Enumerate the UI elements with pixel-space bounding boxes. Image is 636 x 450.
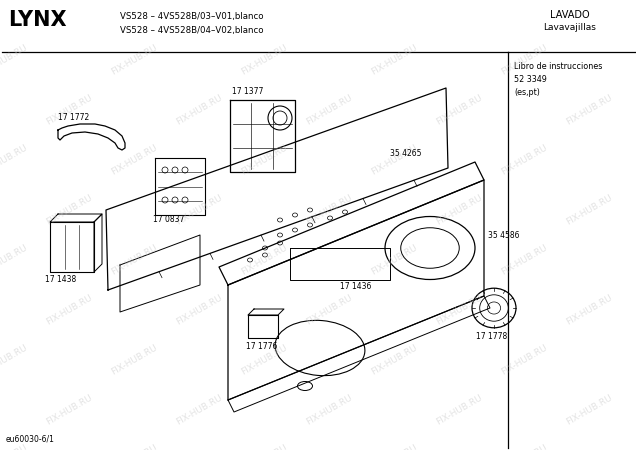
- Text: FIX-HUB.RU: FIX-HUB.RU: [110, 143, 159, 177]
- Text: FIX-HUB.RU: FIX-HUB.RU: [175, 93, 225, 127]
- Text: FIX-HUB.RU: FIX-HUB.RU: [370, 43, 419, 77]
- Text: FIX-HUB.RU: FIX-HUB.RU: [435, 393, 484, 427]
- Text: LAVADO: LAVADO: [550, 10, 590, 20]
- Text: FIX-HUB.RU: FIX-HUB.RU: [110, 343, 159, 377]
- Text: FIX-HUB.RU: FIX-HUB.RU: [565, 193, 614, 227]
- Text: FIX-HUB.RU: FIX-HUB.RU: [240, 243, 289, 277]
- Text: 17 1436: 17 1436: [340, 282, 371, 291]
- Text: FIX-HUB.RU: FIX-HUB.RU: [370, 343, 419, 377]
- Text: 17 0837: 17 0837: [153, 215, 184, 224]
- Text: FIX-HUB.RU: FIX-HUB.RU: [305, 193, 354, 227]
- Text: FIX-HUB.RU: FIX-HUB.RU: [500, 43, 550, 77]
- Text: 17 1778: 17 1778: [476, 332, 508, 341]
- Text: 35 4265: 35 4265: [390, 149, 422, 158]
- Text: FIX-HUB.RU: FIX-HUB.RU: [500, 343, 550, 377]
- Text: FIX-HUB.RU: FIX-HUB.RU: [0, 443, 29, 450]
- Text: FIX-HUB.RU: FIX-HUB.RU: [565, 393, 614, 427]
- Text: FIX-HUB.RU: FIX-HUB.RU: [305, 93, 354, 127]
- Text: FIX-HUB.RU: FIX-HUB.RU: [45, 193, 94, 227]
- Text: FIX-HUB.RU: FIX-HUB.RU: [500, 443, 550, 450]
- Text: FIX-HUB.RU: FIX-HUB.RU: [240, 343, 289, 377]
- Text: FIX-HUB.RU: FIX-HUB.RU: [305, 293, 354, 327]
- Text: 17 1438: 17 1438: [45, 275, 76, 284]
- Text: FIX-HUB.RU: FIX-HUB.RU: [240, 143, 289, 177]
- Text: FIX-HUB.RU: FIX-HUB.RU: [110, 243, 159, 277]
- Text: FIX-HUB.RU: FIX-HUB.RU: [0, 343, 29, 377]
- Text: VS528 – 4VS528B/03–V01,blanco: VS528 – 4VS528B/03–V01,blanco: [120, 12, 263, 21]
- Text: 35 4586: 35 4586: [488, 230, 520, 239]
- Text: FIX-HUB.RU: FIX-HUB.RU: [0, 243, 29, 277]
- Text: FIX-HUB.RU: FIX-HUB.RU: [240, 443, 289, 450]
- Text: Lavavajillas: Lavavajillas: [544, 23, 597, 32]
- Text: 17 1377: 17 1377: [232, 87, 263, 96]
- Text: FIX-HUB.RU: FIX-HUB.RU: [175, 393, 225, 427]
- Text: FIX-HUB.RU: FIX-HUB.RU: [45, 93, 94, 127]
- Text: FIX-HUB.RU: FIX-HUB.RU: [110, 43, 159, 77]
- Text: FIX-HUB.RU: FIX-HUB.RU: [500, 243, 550, 277]
- Text: 17 1776: 17 1776: [246, 342, 277, 351]
- Text: FIX-HUB.RU: FIX-HUB.RU: [45, 393, 94, 427]
- Text: FIX-HUB.RU: FIX-HUB.RU: [370, 443, 419, 450]
- Text: FIX-HUB.RU: FIX-HUB.RU: [435, 93, 484, 127]
- Text: FIX-HUB.RU: FIX-HUB.RU: [240, 43, 289, 77]
- Text: FIX-HUB.RU: FIX-HUB.RU: [565, 93, 614, 127]
- Text: FIX-HUB.RU: FIX-HUB.RU: [435, 293, 484, 327]
- Text: 17 1772: 17 1772: [58, 113, 89, 122]
- Text: FIX-HUB.RU: FIX-HUB.RU: [0, 143, 29, 177]
- Text: FIX-HUB.RU: FIX-HUB.RU: [110, 443, 159, 450]
- Text: FIX-HUB.RU: FIX-HUB.RU: [45, 293, 94, 327]
- Text: LYNX: LYNX: [8, 10, 67, 30]
- Text: FIX-HUB.RU: FIX-HUB.RU: [435, 193, 484, 227]
- Text: Libro de instrucciones
52 3349
(es,pt): Libro de instrucciones 52 3349 (es,pt): [514, 62, 602, 97]
- Text: FIX-HUB.RU: FIX-HUB.RU: [0, 43, 29, 77]
- Text: FIX-HUB.RU: FIX-HUB.RU: [175, 293, 225, 327]
- Text: eu60030-6/1: eu60030-6/1: [6, 435, 55, 444]
- Text: FIX-HUB.RU: FIX-HUB.RU: [370, 243, 419, 277]
- Text: FIX-HUB.RU: FIX-HUB.RU: [500, 143, 550, 177]
- Text: VS528 – 4VS528B/04–V02,blanco: VS528 – 4VS528B/04–V02,blanco: [120, 26, 263, 35]
- Text: FIX-HUB.RU: FIX-HUB.RU: [305, 393, 354, 427]
- Text: FIX-HUB.RU: FIX-HUB.RU: [370, 143, 419, 177]
- Text: FIX-HUB.RU: FIX-HUB.RU: [175, 193, 225, 227]
- Text: FIX-HUB.RU: FIX-HUB.RU: [565, 293, 614, 327]
